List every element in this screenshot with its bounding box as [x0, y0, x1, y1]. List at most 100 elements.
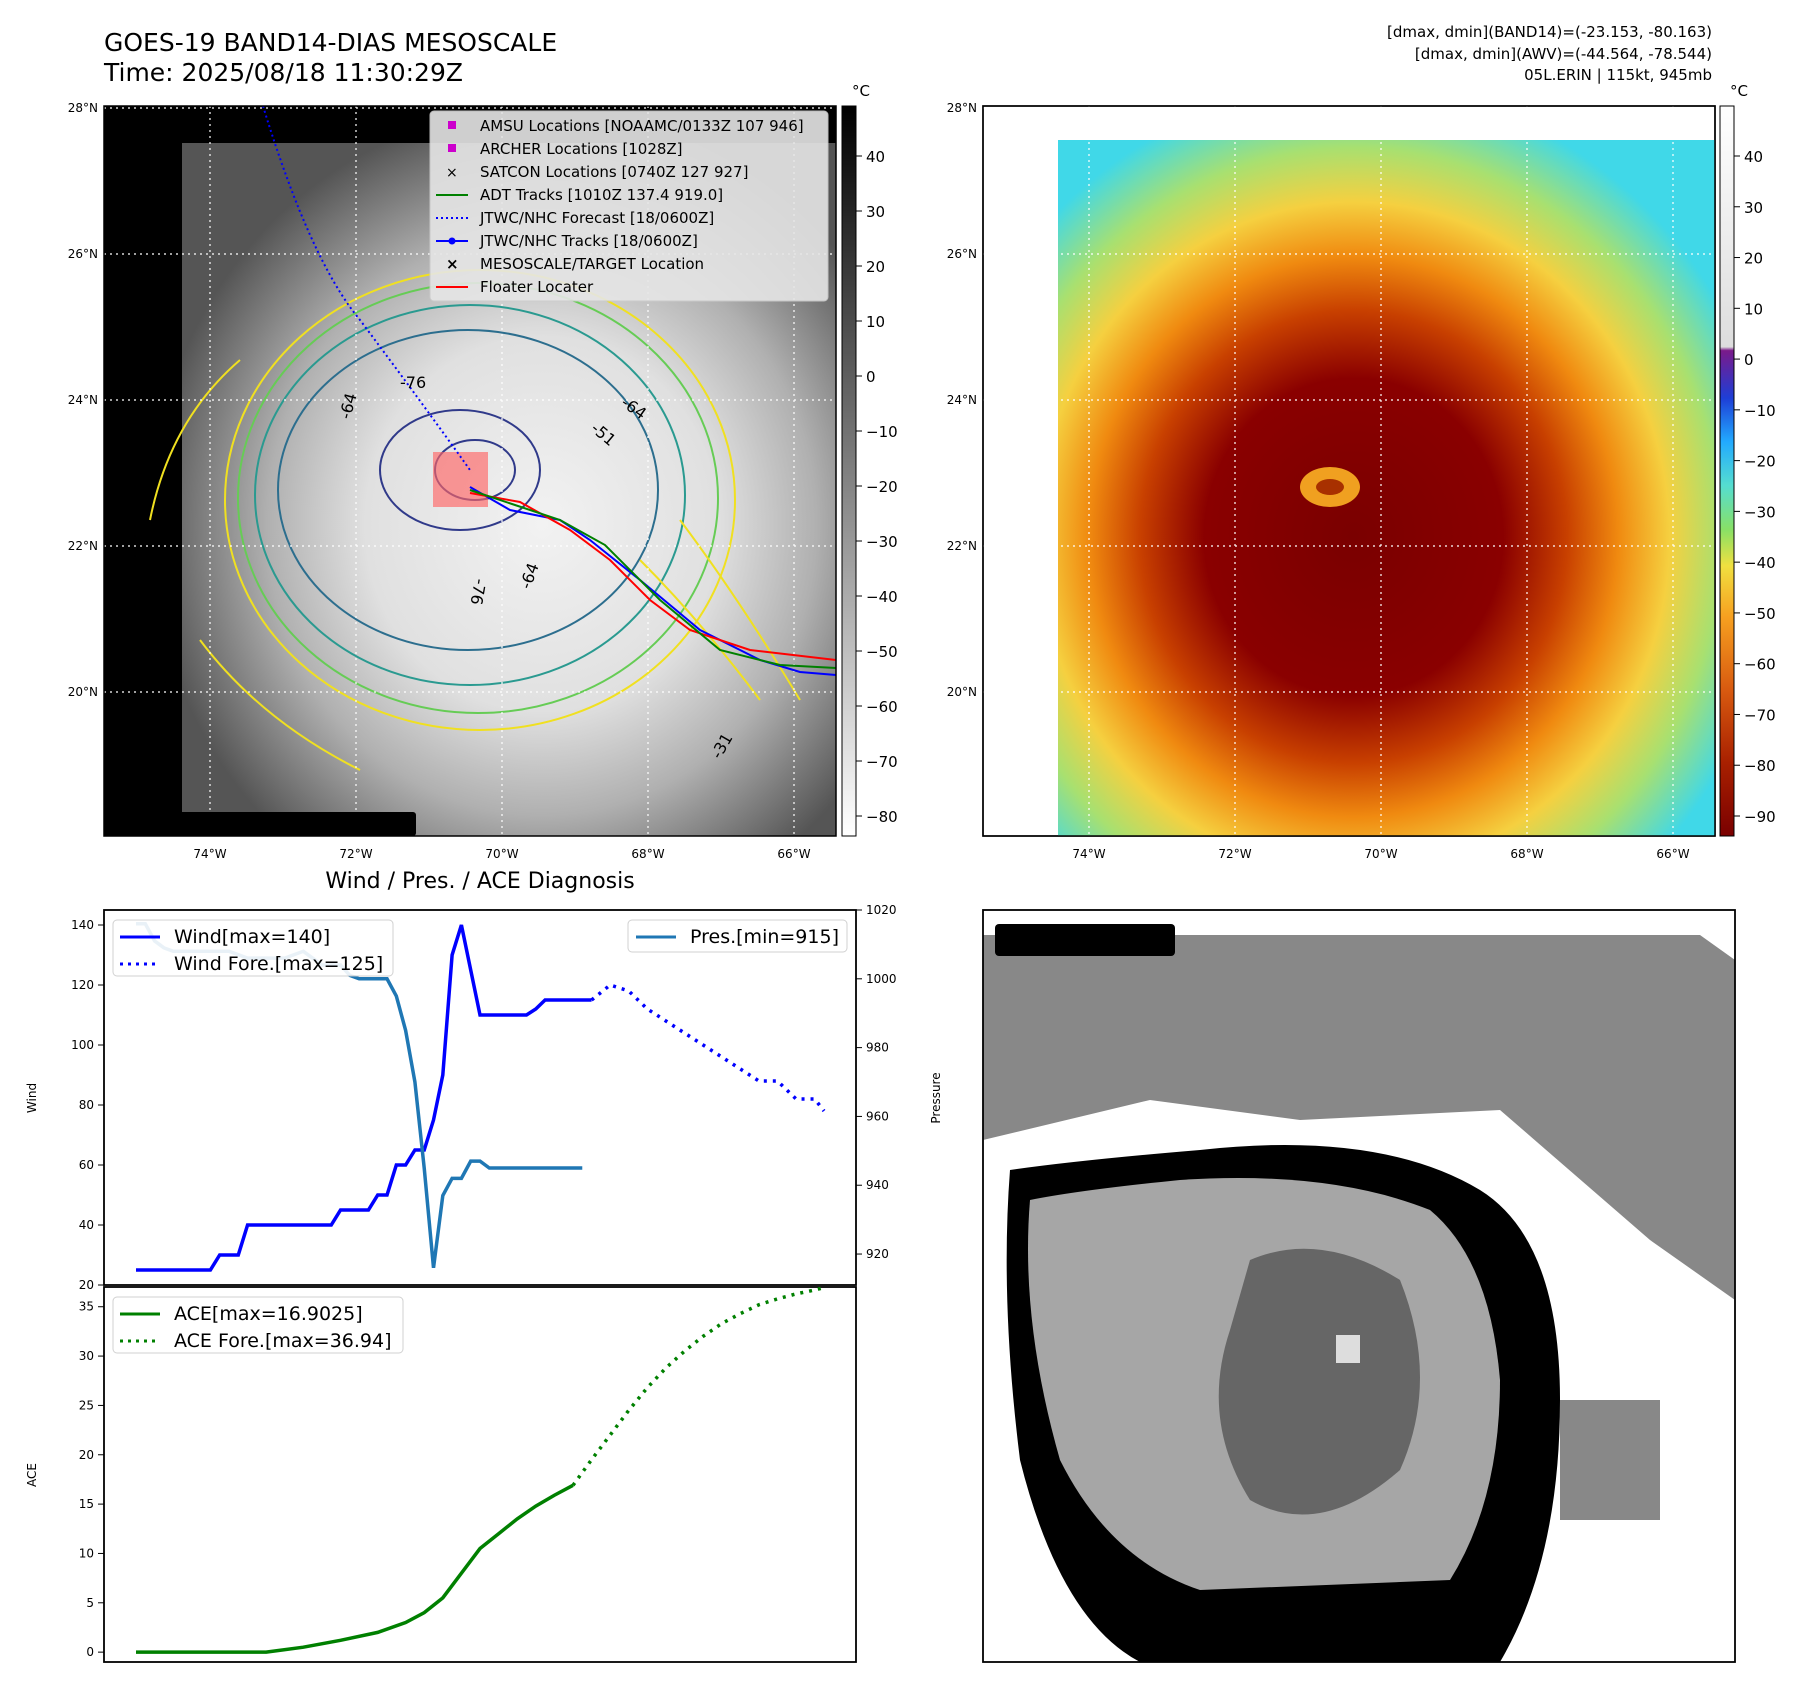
- lat-label-20: 20°N: [68, 685, 98, 699]
- map1-lat-labels: 28°N 26°N 24°N 22°N 20°N: [68, 101, 98, 699]
- copyright: Copyright © 2020-2025 Dapiya: [108, 816, 370, 834]
- colorbar-color-tick-label: −20: [1744, 453, 1776, 471]
- pressure-ytick-label: 1000: [866, 972, 897, 986]
- colorbar-gray-tick-label: −70: [866, 753, 898, 771]
- colorbar-gray-tick-label: −60: [866, 698, 898, 716]
- info-storm: 05L.ERIN | 115kt, 945mb: [1524, 66, 1712, 84]
- ace-ytick-label: 10: [79, 1546, 94, 1560]
- diagnosis-title: Wind / Pres. / ACE Diagnosis: [325, 869, 634, 894]
- ace-ytick-label: 30: [79, 1349, 94, 1363]
- colorbar-gray-tick-label: −10: [866, 423, 898, 441]
- colorbar-gray-tick-label: 30: [866, 203, 885, 221]
- map2-lon-label-70: 70°W: [1364, 847, 1397, 861]
- map2-grid: [983, 106, 1715, 836]
- colorbar-gray-tick-label: −30: [866, 533, 898, 551]
- colorbar-color-tick-label: −30: [1744, 503, 1776, 521]
- colorbar-gray-tick-label: 40: [866, 148, 885, 166]
- mesoscale-box: [433, 452, 488, 507]
- info-band14: [dmax, dmin](BAND14)=(-23.153, -80.163): [1387, 23, 1712, 41]
- ace-legend: ACE[max=16.9025] ACE Fore.[max=36.94]: [112, 1296, 404, 1354]
- info-awv: [dmax, dmin](AWV)=(-44.564, -78.544): [1415, 45, 1712, 63]
- wind-ytick-label: 100: [71, 1038, 94, 1052]
- wind-series-line: [136, 924, 592, 1272]
- colorbar-gray: °C 40 30 20 10 0 −10 −20 −30 −40 −50 −60 −70 −80: [841, 82, 898, 837]
- colorbar-color-tick-label: −80: [1744, 757, 1776, 775]
- colorbar-color-tick-label: 40: [1744, 148, 1763, 166]
- map2-lon-label-74: 74°W: [1072, 847, 1105, 861]
- lon-label-74: 74°W: [193, 847, 226, 861]
- colorbar-gray-tick-label: −50: [866, 643, 898, 661]
- map2-lon-labels: 74°W 72°W 70°W 68°W 66°W: [1072, 847, 1689, 861]
- wind-ytick-label: 140: [71, 918, 94, 932]
- map2-lat-label-20: 20°N: [947, 685, 977, 699]
- colorbar-color-unit: °C: [1730, 82, 1748, 100]
- pressure-ylabel: Pressure: [929, 1072, 943, 1123]
- map1-lon-labels: 74°W 72°W 70°W 68°W 66°W: [193, 847, 810, 861]
- map2-lon-label-68: 68°W: [1510, 847, 1543, 861]
- contour-label-4: -76: [467, 577, 490, 606]
- map2-lat-label-24: 24°N: [947, 393, 977, 407]
- wind-pressure-chart: Wind Pressure 140 120 100 80 60 40 20 1020 1000 9…: [25, 903, 943, 1292]
- ir-gray-panel: -76 -64 -64 -76 -64 -51 -31 AMSU Locatio…: [68, 101, 837, 861]
- lon-label-70: 70°W: [485, 847, 518, 861]
- lat-label-26: 26°N: [68, 247, 98, 261]
- wind-legend: Wind[max=140] Wind Fore.[max=125]: [112, 919, 394, 977]
- lon-label-66: 66°W: [777, 847, 810, 861]
- colorbar-color-tick-label: −90: [1744, 808, 1776, 826]
- wind-legend-label: Wind[max=140]: [174, 926, 330, 948]
- pressure-legend: Pres.[min=915]: [627, 919, 848, 953]
- colorbar-color-tick-label: −60: [1744, 656, 1776, 674]
- map1-frame: [103, 105, 837, 837]
- lon-label-72: 72°W: [339, 847, 372, 861]
- map1-tracks: [262, 106, 836, 676]
- wmg-label-box: [995, 924, 1175, 956]
- colorbar-gray-tick-label: 0: [866, 368, 876, 386]
- pressure-ytick-label: 980: [866, 1041, 889, 1055]
- colorbar-gray-tick-label: 10: [866, 313, 885, 331]
- ace-ytick-label: 0: [86, 1645, 94, 1659]
- map2-eye-core: [1316, 479, 1344, 495]
- colorbar-gray-tick-label: 20: [866, 258, 885, 276]
- map1-legend: AMSU Locations [NOAAMC/0133Z 107 946] AR…: [429, 110, 829, 302]
- legend-satcon: SATCON Locations [0740Z 127 927]: [480, 163, 748, 181]
- ace-series-line: [136, 1483, 574, 1654]
- pressure-ytick-label: 920: [866, 1247, 889, 1261]
- colorbar-gray-bar: [841, 105, 857, 837]
- colorbar-color: °C 40 30 20 10 0 −10 −20 −30 −40 −50 −60 −70 −80 −90: [1719, 82, 1776, 837]
- colorbar-gray-unit: °C: [852, 82, 870, 100]
- colorbar-gray-tick-label: −80: [866, 808, 898, 826]
- ace-fore-legend-label: ACE Fore.[max=36.94]: [174, 1330, 392, 1352]
- wind-forecast-line: [590, 983, 826, 1113]
- legend-tracks-dot: [448, 237, 456, 245]
- map2-lon-label-66: 66°W: [1656, 847, 1689, 861]
- wind-ytick-label: 120: [71, 978, 94, 992]
- colorbar-color-tick-label: 0: [1744, 351, 1754, 369]
- wmg-outer-band: [983, 935, 1735, 1300]
- ir-color-panel: 28°N 26°N 24°N 22°N 20°N 74°W 72°W 70°W …: [947, 101, 1716, 861]
- ace-chart: ACE 35 30 25 20 15 10 5 0 ACE[max=16.9025] ACE …: [25, 1285, 857, 1663]
- pressure-legend-label: Pres.[min=915]: [690, 926, 839, 948]
- copyright-box: [104, 812, 416, 836]
- ace-ytick-label: 20: [79, 1448, 94, 1462]
- legend-target-marker: ×: [446, 255, 459, 273]
- wind-ytick-label: 20: [79, 1278, 94, 1292]
- wmg-center: [1218, 1248, 1420, 1515]
- map2-lon-label-72: 72°W: [1218, 847, 1251, 861]
- map2-lat-label-28: 28°N: [947, 101, 977, 115]
- ace-forecast-line: [571, 1285, 825, 1487]
- wind-fore-legend-label: Wind Fore.[max=125]: [174, 953, 383, 975]
- pressure-ytick-label: 1020: [866, 903, 897, 917]
- ace-ylabel: ACE: [25, 1463, 39, 1487]
- map2-lat-labels: 28°N 26°N 24°N 22°N 20°N: [947, 101, 977, 699]
- colorbar-gray-tick-label: −20: [866, 478, 898, 496]
- legend-amsu: AMSU Locations [NOAAMC/0133Z 107 946]: [480, 117, 804, 135]
- ace-ytick-label: 35: [79, 1300, 94, 1314]
- colorbar-color-bar: [1719, 105, 1735, 837]
- legend-tracks: JTWC/NHC Tracks [18/0600Z]: [479, 232, 698, 250]
- colorbar-color-tick-label: 10: [1744, 300, 1763, 318]
- lat-label-28: 28°N: [68, 101, 98, 115]
- wmg-panel: WMG Count: 0: [982, 909, 1736, 1663]
- legend-adt: ADT Tracks [1010Z 137.4 919.0]: [480, 186, 723, 204]
- legend-floater: Floater Locater: [480, 278, 594, 296]
- map2-border: [982, 105, 1716, 837]
